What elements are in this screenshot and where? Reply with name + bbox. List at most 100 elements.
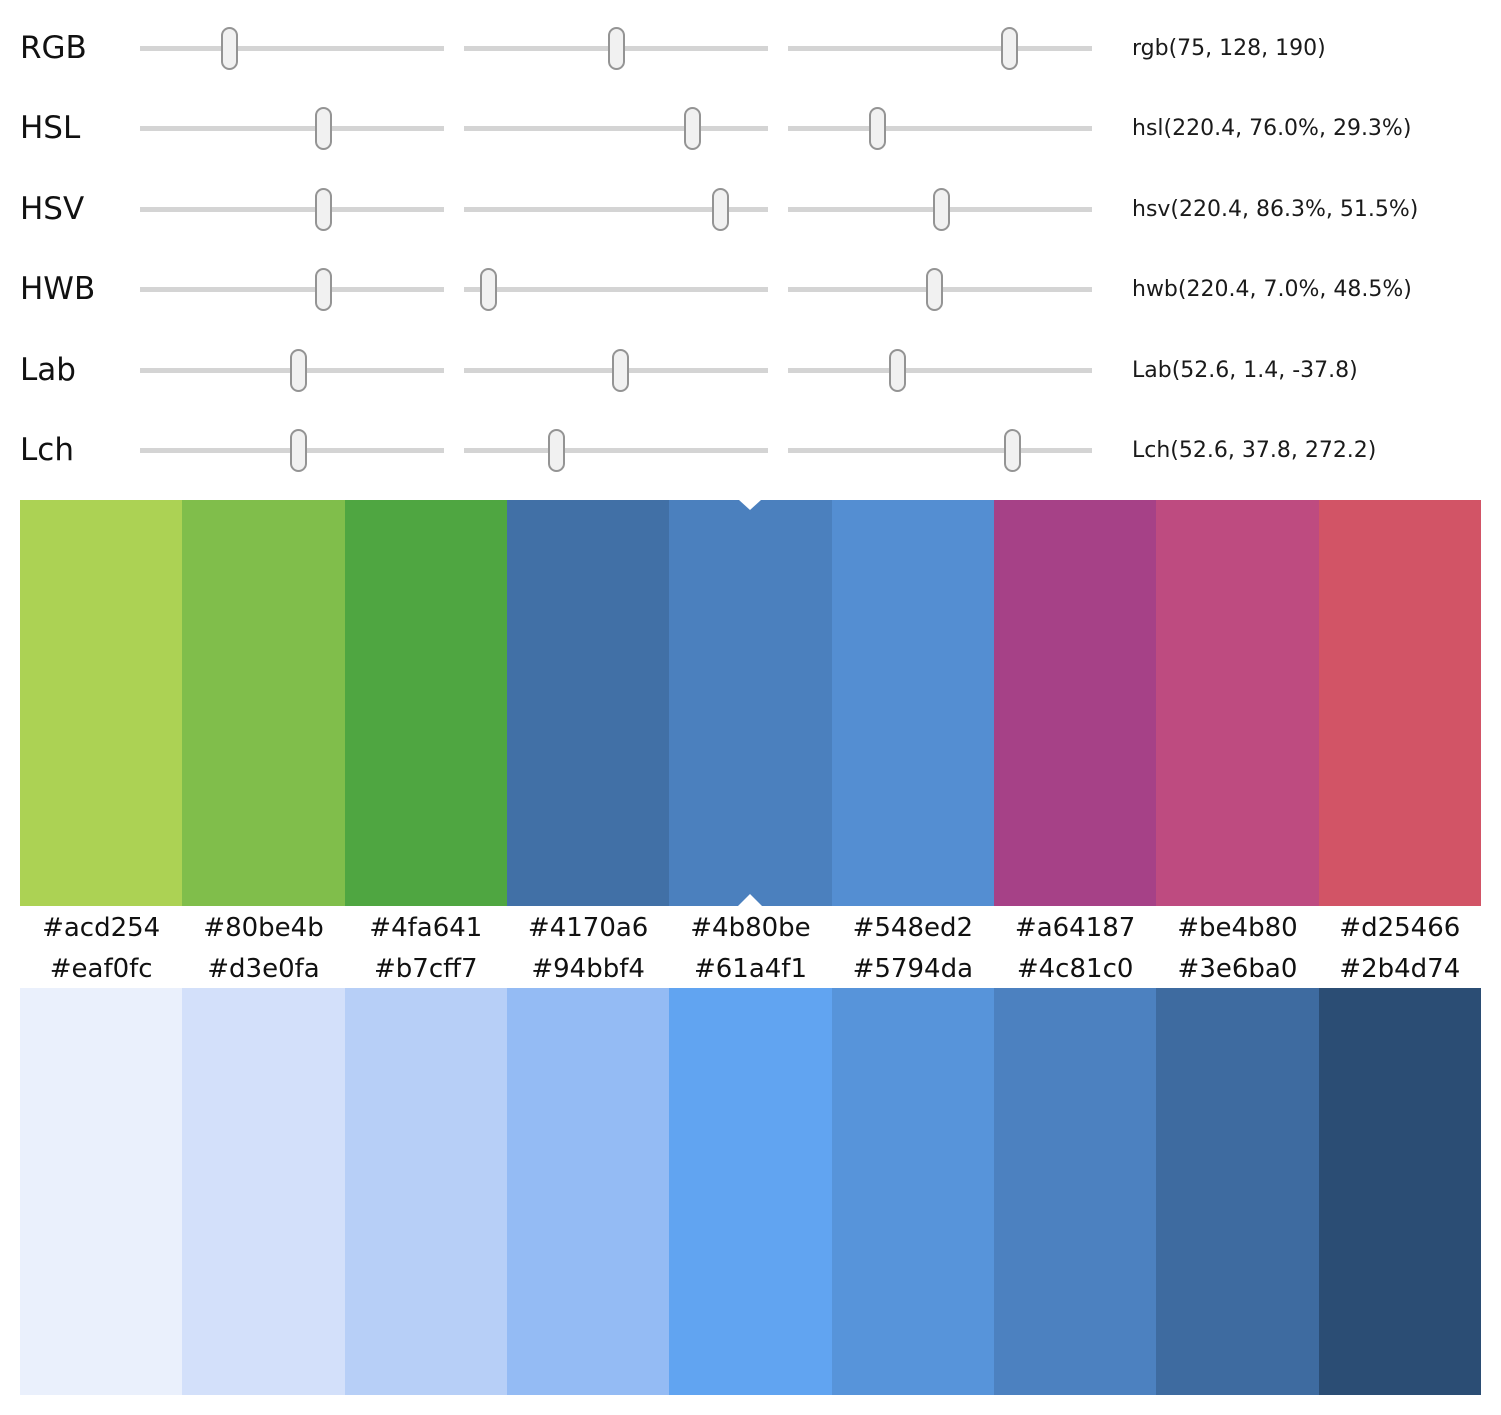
color-value-text: hsv(220.4, 86.3%, 51.5%)	[1132, 196, 1419, 222]
hex-label: #4c81c0	[1016, 954, 1134, 984]
slider-panel: RGB rgb(75, 128, 190) HSL hsl(220.4, 76.0%,…	[0, 0, 1501, 491]
slider-track[interactable]	[788, 185, 1092, 233]
slider-track[interactable]	[788, 105, 1092, 153]
slider-track[interactable]	[788, 346, 1092, 394]
palette-swatch[interactable]	[344, 988, 507, 1395]
palette-swatch[interactable]	[20, 500, 183, 906]
slider-track[interactable]	[464, 266, 768, 314]
slider-thumb[interactable]	[869, 107, 887, 151]
slider-thumb[interactable]	[289, 429, 307, 473]
slider-thumb[interactable]	[1004, 429, 1022, 473]
slider-track[interactable]	[788, 266, 1092, 314]
slider-thumb[interactable]	[221, 26, 239, 70]
hex-label: #d25466	[1339, 913, 1461, 943]
color-value-text: hwb(220.4, 7.0%, 48.5%)	[1132, 277, 1412, 303]
slider-thumb[interactable]	[315, 268, 333, 312]
slider-track-line	[140, 126, 444, 132]
slider-track[interactable]	[140, 266, 444, 314]
slider-track-line	[464, 448, 768, 454]
hex-label: #b7cff7	[374, 954, 478, 984]
slider-row-label: HSV	[20, 190, 85, 227]
color-value-text: Lch(52.6, 37.8, 272.2)	[1132, 438, 1377, 464]
palette-swatch[interactable]	[20, 988, 183, 1395]
palette-swatch[interactable]	[831, 988, 994, 1395]
slider-thumb[interactable]	[548, 429, 566, 473]
selected-swatch-caret-bottom-icon	[738, 894, 763, 906]
slider-row-rgb: RGB rgb(75, 128, 190)	[0, 8, 1501, 89]
slider-track-line	[788, 448, 1092, 454]
slider-thumb[interactable]	[926, 268, 944, 312]
slider-thumb[interactable]	[289, 348, 307, 392]
slider-track[interactable]	[464, 105, 768, 153]
slider-thumb[interactable]	[315, 187, 333, 231]
hex-label: #a64187	[1014, 913, 1136, 943]
slider-track-line	[464, 206, 768, 212]
palette-swatch[interactable]	[1318, 500, 1481, 906]
hex-label: #548ed2	[852, 913, 974, 943]
slider-track[interactable]	[464, 346, 768, 394]
palette-swatch[interactable]	[669, 988, 832, 1395]
slider-row-hsv: HSV hsv(220.4, 86.3%, 51.5%)	[0, 169, 1501, 250]
slider-track-line	[464, 126, 768, 132]
slider-row-label: RGB	[20, 29, 87, 66]
slider-track-line	[788, 367, 1092, 373]
slider-track-line	[140, 287, 444, 293]
slider-row-lab: Lab Lab(52.6, 1.4, -37.8)	[0, 330, 1501, 411]
slider-thumb[interactable]	[607, 26, 625, 70]
palette-swatch[interactable]	[993, 988, 1157, 1395]
palette-swatch[interactable]	[831, 500, 994, 906]
color-value-text: Lab(52.6, 1.4, -37.8)	[1132, 357, 1358, 383]
slider-row-lch: Lch Lch(52.6, 37.8, 272.2)	[0, 411, 1501, 492]
slider-track[interactable]	[464, 427, 768, 475]
slider-track[interactable]	[140, 427, 444, 475]
slider-thumb[interactable]	[612, 348, 630, 392]
hex-label: #4170a6	[527, 913, 649, 943]
slider-thumb[interactable]	[712, 187, 730, 231]
hex-labels-bottom: #eaf0fc #d3e0fa #b7cff7 #94bbf4 #61a4f1 #5794…	[20, 950, 1481, 988]
hex-label: #2b4d74	[1339, 954, 1461, 984]
slider-thumb[interactable]	[683, 107, 701, 151]
slider-track[interactable]	[464, 185, 768, 233]
palette-swatch[interactable]	[993, 500, 1157, 906]
hex-label: #80be4b	[203, 913, 324, 943]
hex-label: #acd254	[42, 913, 161, 943]
slider-track[interactable]	[140, 185, 444, 233]
palette-swatch[interactable]	[182, 500, 345, 906]
palette-swatch[interactable]	[182, 988, 345, 1395]
slider-row-hsl: HSL hsl(220.4, 76.0%, 29.3%)	[0, 89, 1501, 170]
slider-track[interactable]	[140, 24, 444, 72]
palette-swatch[interactable]	[1318, 988, 1481, 1395]
slider-thumb[interactable]	[1001, 26, 1019, 70]
color-value-text: rgb(75, 128, 190)	[1132, 35, 1326, 61]
palette-swatch[interactable]	[669, 500, 832, 906]
slider-row-hwb: HWB hwb(220.4, 7.0%, 48.5%)	[0, 250, 1501, 331]
slider-row-label: HWB	[20, 271, 96, 308]
slider-thumb[interactable]	[888, 348, 906, 392]
palette-swatch[interactable]	[506, 988, 670, 1395]
hex-label: #4b80be	[690, 913, 811, 943]
slider-track[interactable]	[788, 427, 1092, 475]
palette-swatch[interactable]	[344, 500, 507, 906]
palette-swatch[interactable]	[1156, 988, 1319, 1395]
palette-swatch[interactable]	[506, 500, 670, 906]
hex-labels-top: #acd254 #80be4b #4fa641 #4170a6 #4b80be #548e…	[20, 906, 1481, 950]
slider-track[interactable]	[140, 346, 444, 394]
slider-thumb[interactable]	[315, 107, 333, 151]
hex-label: #4fa641	[369, 913, 483, 943]
hex-label: #94bbf4	[531, 954, 645, 984]
hex-label: #d3e0fa	[207, 954, 320, 984]
slider-thumb[interactable]	[933, 187, 951, 231]
slider-thumb[interactable]	[480, 268, 498, 312]
hex-label: #61a4f1	[693, 954, 807, 984]
selected-swatch-caret-top-icon	[739, 500, 762, 510]
slider-row-label: Lab	[20, 351, 76, 388]
hex-label: #be4b80	[1177, 913, 1298, 943]
color-value-text: hsl(220.4, 76.0%, 29.3%)	[1132, 116, 1412, 142]
palette-swatch[interactable]	[1156, 500, 1319, 906]
slider-track[interactable]	[140, 105, 444, 153]
slider-track[interactable]	[788, 24, 1092, 72]
slider-row-label: Lch	[20, 432, 74, 469]
slider-track[interactable]	[464, 24, 768, 72]
hue-palette	[20, 500, 1481, 906]
